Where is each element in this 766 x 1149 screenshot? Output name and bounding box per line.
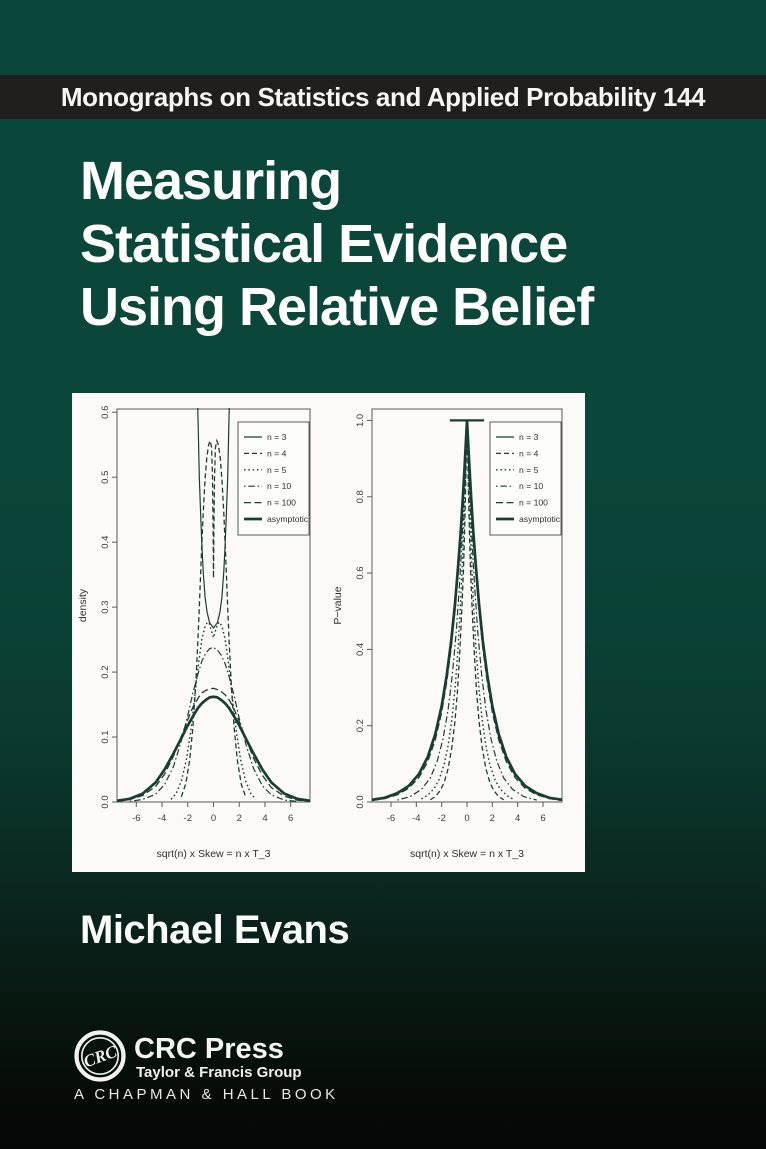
crc-logo-icon: CRC bbox=[74, 1030, 126, 1082]
title-line-2: Statistical Evidence bbox=[80, 214, 568, 274]
svg-text:6: 6 bbox=[288, 813, 293, 824]
density-and-pvalue-plots: -6 -4 -2 0 2 4 6 0.0 0.1 0.2 0.3 0.4 0.5 0.6 density sq… bbox=[77, 406, 563, 860]
svg-text:0.0: 0.0 bbox=[100, 795, 111, 808]
svg-text:density: density bbox=[77, 588, 89, 622]
svg-text:n = 100: n = 100 bbox=[267, 498, 296, 508]
svg-text:n = 10: n = 10 bbox=[519, 481, 543, 491]
svg-text:-4: -4 bbox=[412, 813, 420, 824]
series-title: Monographs on Statistics and Applied Pro… bbox=[60, 81, 706, 112]
svg-text:asymptotic: asymptotic bbox=[267, 514, 309, 524]
title-line-1: Measuring bbox=[80, 151, 342, 211]
svg-text:n = 4: n = 4 bbox=[519, 448, 539, 458]
publisher-group: Taylor & Francis Group bbox=[136, 1064, 302, 1081]
svg-text:0: 0 bbox=[211, 813, 216, 824]
svg-text:2: 2 bbox=[490, 813, 495, 824]
svg-text:-6: -6 bbox=[387, 813, 395, 824]
svg-text:P−value: P−value bbox=[332, 586, 344, 624]
svg-text:-6: -6 bbox=[132, 813, 140, 824]
svg-text:0.3: 0.3 bbox=[100, 601, 111, 614]
plots-panel: -6 -4 -2 0 2 4 6 0.0 0.1 0.2 0.3 0.4 0.5 0.6 density sq… bbox=[72, 393, 585, 872]
publisher-tagline: A CHAPMAN & HALL BOOK bbox=[74, 1086, 339, 1103]
svg-text:n = 5: n = 5 bbox=[519, 465, 539, 475]
series-title-band: Monographs on Statistics and Applied Pro… bbox=[0, 75, 766, 119]
svg-text:0.4: 0.4 bbox=[100, 536, 111, 549]
svg-text:sqrt(n) x Skew = n x T_3: sqrt(n) x Skew = n x T_3 bbox=[410, 848, 524, 860]
svg-text:0.6: 0.6 bbox=[355, 566, 366, 579]
svg-text:0.1: 0.1 bbox=[100, 730, 111, 743]
book-title: Measuring Statistical Evidence Using Rel… bbox=[80, 150, 594, 339]
svg-text:2: 2 bbox=[237, 813, 242, 824]
svg-text:0.5: 0.5 bbox=[100, 471, 111, 484]
svg-text:asymptotic: asymptotic bbox=[519, 514, 561, 524]
svg-text:1.0: 1.0 bbox=[355, 414, 366, 427]
svg-text:n = 10: n = 10 bbox=[267, 481, 291, 491]
svg-text:4: 4 bbox=[515, 813, 520, 824]
svg-text:n = 4: n = 4 bbox=[267, 448, 287, 458]
author-name: Michael Evans bbox=[80, 908, 350, 952]
svg-text:0: 0 bbox=[464, 813, 469, 824]
svg-text:0.8: 0.8 bbox=[355, 490, 366, 503]
svg-text:-4: -4 bbox=[158, 813, 166, 824]
svg-text:4: 4 bbox=[262, 813, 267, 824]
svg-text:-2: -2 bbox=[184, 813, 192, 824]
svg-text:sqrt(n) x Skew = n x T_3: sqrt(n) x Skew = n x T_3 bbox=[157, 848, 271, 860]
svg-text:-2: -2 bbox=[437, 813, 445, 824]
title-line-3: Using Relative Belief bbox=[80, 277, 594, 337]
svg-text:n = 5: n = 5 bbox=[267, 465, 287, 475]
svg-text:0.2: 0.2 bbox=[100, 665, 111, 678]
svg-text:n = 3: n = 3 bbox=[519, 432, 539, 442]
svg-text:n = 100: n = 100 bbox=[519, 498, 548, 508]
svg-text:0.4: 0.4 bbox=[355, 643, 366, 656]
svg-text:6: 6 bbox=[540, 813, 545, 824]
svg-text:n = 3: n = 3 bbox=[267, 432, 287, 442]
svg-text:0.2: 0.2 bbox=[355, 719, 366, 732]
svg-text:0.6: 0.6 bbox=[100, 406, 111, 419]
publisher-name: CRC Press bbox=[134, 1033, 284, 1065]
svg-text:0.0: 0.0 bbox=[355, 795, 366, 808]
